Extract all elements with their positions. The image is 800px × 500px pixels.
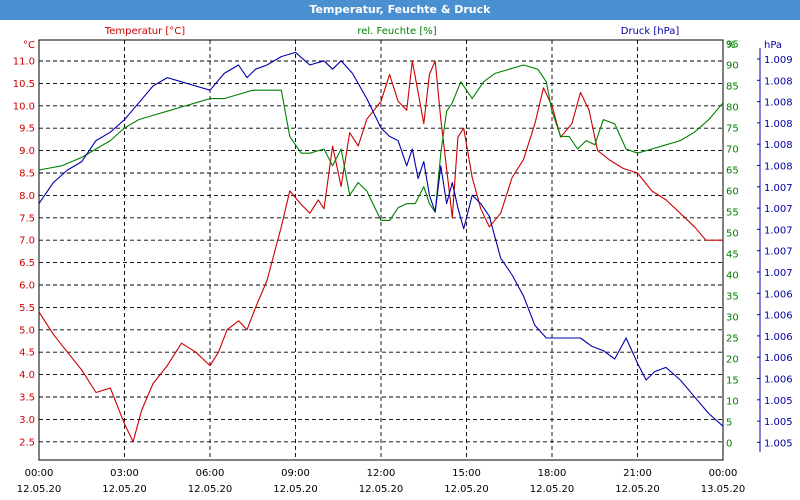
humidity-tick-label: 15 [726,376,739,387]
x-tick-date-label: 12.05.20 [102,484,147,495]
pressure-tick-label: 1.006 [764,332,793,343]
pressure-tick-label: 1.006 [764,311,793,322]
humidity-tick-label: 70 [726,145,739,156]
humidity-tick-label: 55 [726,208,739,219]
humidity-tick-label: 45 [726,250,739,261]
temperature-tick-label: 7.5 [19,213,35,224]
humidity-tick-label: 60 [726,187,739,198]
humidity-tick-label: 5 [726,418,732,429]
x-tick-time-label: 06:00 [196,468,225,479]
temperature-tick-label: 9.0 [19,146,35,157]
temperature-unit-label: °C [23,40,35,51]
humidity-tick-label: 80 [726,103,739,114]
pressure-unit-label: hPa [764,40,782,51]
pressure-tick-label: 1.008 [764,76,793,87]
humidity-tick-label: 90 [726,61,739,72]
temperature-tick-label: 10.5 [13,79,35,90]
temperature-tick-label: 9.5 [19,124,35,135]
pressure-tick-label: 1.009 [764,55,793,66]
pressure-tick-label: 1.008 [764,162,793,173]
x-tick-date-label: 12.05.20 [188,484,233,495]
temperature-tick-label: 3.5 [19,393,35,404]
pressure-tick-label: 1.006 [764,353,793,364]
x-tick-time-label: 00:00 [709,468,738,479]
pressure-tick-label: 1.005 [764,396,793,407]
pressure-tick-label: 1.008 [764,98,793,109]
pressure-series-line [38,51,724,427]
temperature-tick-label: 5.5 [19,303,35,314]
humidity-tick-label: 25 [726,334,739,345]
temperature-tick-label: 4.0 [19,370,35,381]
pressure-tick-label: 1.007 [764,247,793,258]
temperature-tick-label: 7.0 [19,236,35,247]
x-tick-time-label: 00:00 [25,468,54,479]
temperature-tick-label: 2.5 [19,437,35,448]
pressure-tick-label: 1.007 [764,268,793,279]
pressure-tick-label: 1.007 [764,204,793,215]
temperature-series-label: Temperatur [°C] [104,26,185,37]
pressure-tick-label: 1.006 [764,289,793,300]
x-tick-time-label: 15:00 [452,468,481,479]
humidity-tick-label: 35 [726,292,739,303]
plot-frame [38,39,724,461]
pressure-tick-label: 1.007 [764,225,793,236]
humidity-tick-label: 65 [726,166,739,177]
humidity-unit-label: % [726,40,736,51]
temperature-tick-label: 10.0 [13,101,35,112]
x-tick-date-label: 12.05.20 [17,484,62,495]
x-tick-date-label: 12.05.20 [359,484,404,495]
humidity-tick-label: 85 [726,82,739,93]
temperature-tick-label: 6.0 [19,281,35,292]
temperature-tick-label: 3.0 [19,415,35,426]
pressure-tick-label: 1.007 [764,183,793,194]
window-title-bar: Temperatur, Feuchte & Druck [0,0,800,20]
pressure-tick-label: 1.006 [764,375,793,386]
x-tick-time-label: 21:00 [623,468,652,479]
humidity-tick-label: 20 [726,355,739,366]
humidity-tick-label: 50 [726,229,739,240]
window-title: Temperatur, Feuchte & Druck [309,3,491,16]
humidity-tick-label: 75 [726,124,739,135]
pressure-series-label: Druck [hPa] [621,26,680,37]
x-tick-date-label: 13.05.20 [701,484,746,495]
humidity-tick-label: 95 [726,40,739,51]
temperature-tick-label: 5.0 [19,325,35,336]
humidity-tick-label: 0 [726,439,732,450]
humidity-series-line [38,64,724,221]
pressure-tick-label: 1.008 [764,119,793,130]
temperature-tick-label: 4.5 [19,348,35,359]
humidity-series-label: rel. Feuchte [%] [357,26,436,37]
x-tick-date-label: 12.05.20 [273,484,318,495]
temperature-series-line [38,60,723,443]
x-tick-time-label: 12:00 [367,468,396,479]
grid [39,40,723,460]
humidity-tick-label: 40 [726,271,739,282]
temperature-tick-label: 8.0 [19,191,35,202]
humidity-tick-label: 10 [726,397,739,408]
pressure-tick-label: 1.005 [764,438,793,449]
x-tick-time-label: 18:00 [538,468,567,479]
humidity-tick-label: 30 [726,313,739,324]
x-tick-time-label: 03:00 [110,468,139,479]
temperature-tick-label: 8.5 [19,169,35,180]
temperature-tick-label: 11.0 [13,57,35,68]
x-tick-date-label: 12.05.20 [530,484,575,495]
pressure-tick-label: 1.005 [764,417,793,428]
x-tick-date-label: 12.05.20 [615,484,660,495]
x-tick-date-label: 12.05.20 [444,484,489,495]
temperature-tick-label: 6.5 [19,258,35,269]
pressure-tick-label: 1.008 [764,140,793,151]
axis-labels: 11.0 10.5 10.0 9.5 9.0 8.5 8.0 7.5 7.0 6.5 6.0 5.5 5… [13,26,793,495]
series-layer [38,51,724,443]
x-tick-time-label: 09:00 [281,468,310,479]
